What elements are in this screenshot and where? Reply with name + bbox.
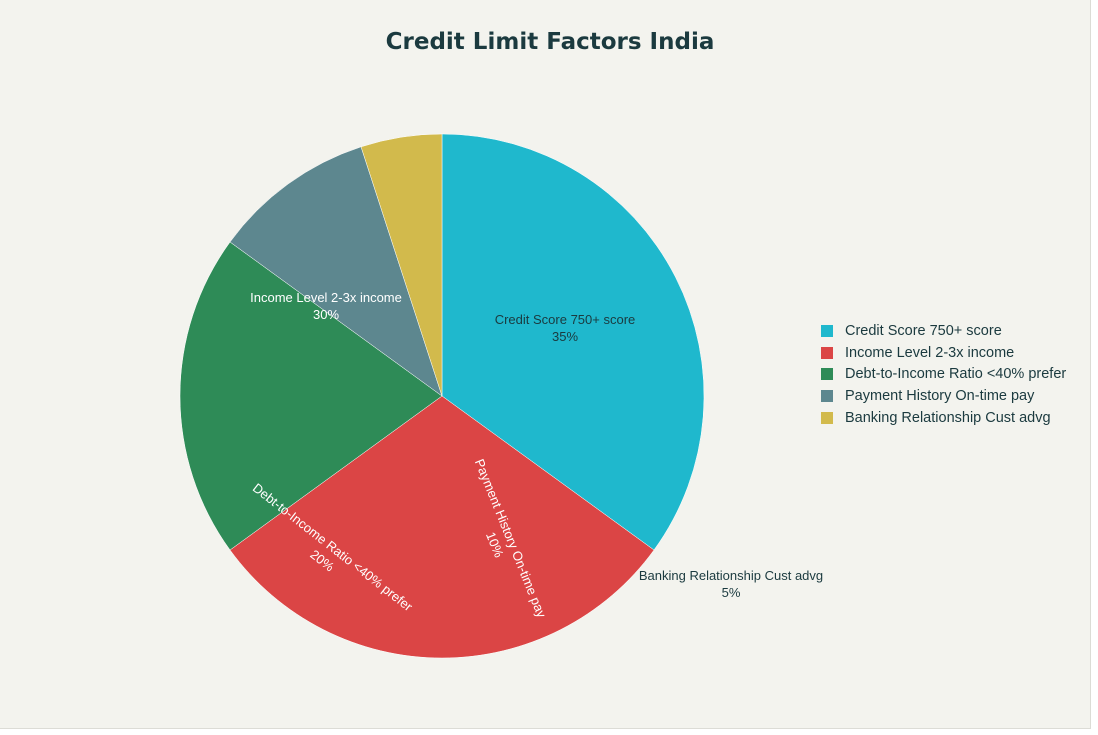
legend-item[interactable]: Payment History On-time pay	[821, 385, 1066, 407]
slice-label: Banking Relationship Cust advg 5%	[639, 568, 823, 600]
legend-label: Payment History On-time pay	[845, 387, 1035, 404]
slice-label: Credit Score 750+ score 35%	[495, 312, 636, 344]
legend-label: Income Level 2-3x income	[845, 344, 1015, 361]
slice-label: Income Level 2-3x income 30%	[250, 290, 402, 322]
slice-label-category: Banking Relationship Cust advg	[639, 568, 823, 583]
legend[interactable]: Credit Score 750+ score Income Level 2-3…	[821, 320, 1066, 428]
legend-item[interactable]: Credit Score 750+ score	[821, 320, 1066, 342]
legend-label: Banking Relationship Cust advg	[845, 409, 1051, 426]
legend-swatch	[821, 324, 833, 337]
legend-swatch	[821, 368, 833, 381]
legend-swatch	[821, 411, 833, 424]
slice-label-category: Income Level 2-3x income	[250, 290, 402, 305]
chart-title: Credit Limit Factors India	[385, 29, 715, 55]
legend-swatch	[821, 389, 833, 402]
slice-label-value: 5%	[722, 585, 741, 600]
slice-label-value: 30%	[313, 307, 339, 322]
legend-item[interactable]: Income Level 2-3x income	[821, 342, 1066, 364]
pie-slice[interactable]	[229, 395, 655, 659]
pie-slice[interactable]	[441, 133, 705, 551]
legend-label: Debt-to-Income Ratio <40% prefer	[845, 366, 1067, 383]
legend-item[interactable]: Banking Relationship Cust advg	[821, 407, 1066, 429]
legend-label: Credit Score 750+ score	[845, 322, 1002, 339]
pie-slice[interactable]	[229, 146, 443, 397]
slice-label-value: 35%	[552, 329, 578, 344]
pie-slice[interactable]	[360, 133, 443, 397]
slice-label-category: Credit Score 750+ score	[495, 312, 636, 327]
pie-slice[interactable]	[179, 241, 443, 551]
legend-swatch	[821, 346, 833, 359]
legend-item[interactable]: Debt-to-Income Ratio <40% prefer	[821, 363, 1066, 385]
